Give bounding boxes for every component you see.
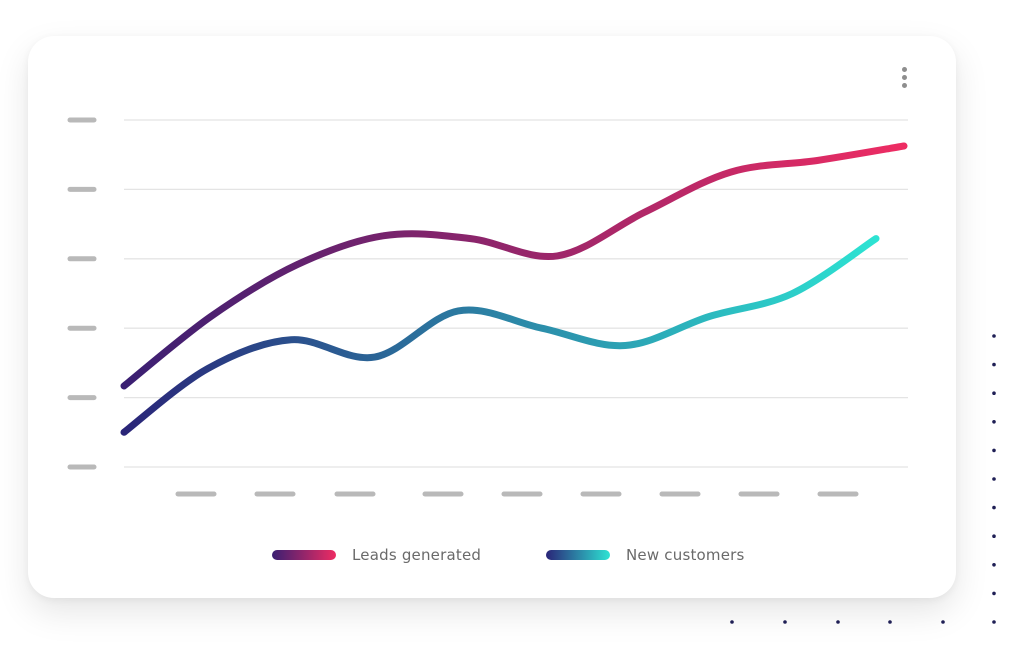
legend-swatch-customers bbox=[546, 550, 610, 560]
decor-dot bbox=[836, 620, 840, 624]
decor-dot bbox=[992, 563, 996, 567]
series-line-customers bbox=[120, 235, 880, 436]
decor-dot bbox=[992, 391, 996, 396]
decor-dot bbox=[888, 620, 892, 624]
series-line-leads bbox=[120, 142, 908, 390]
more-options-icon[interactable] bbox=[892, 60, 916, 94]
grid-lines bbox=[124, 119, 908, 468]
decor-dot bbox=[992, 477, 996, 481]
decor-dot bbox=[730, 620, 734, 624]
decor-dot bbox=[992, 334, 996, 338]
legend-swatch-leads bbox=[272, 550, 336, 560]
legend-label-leads: Leads generated bbox=[352, 546, 482, 564]
chart-card bbox=[28, 36, 956, 598]
series-lines bbox=[120, 142, 908, 436]
decor-dot bbox=[992, 420, 996, 424]
decor-dot bbox=[941, 620, 945, 624]
legend-label-customers: New customers bbox=[626, 546, 745, 564]
decor-dot bbox=[992, 620, 996, 624]
y-tick-placeholders bbox=[67, 117, 97, 470]
decor-dot bbox=[992, 505, 996, 510]
decor-dot bbox=[992, 362, 996, 367]
decor-dot bbox=[992, 591, 996, 596]
legend-item-customers: New customers bbox=[546, 546, 745, 564]
menu-dot bbox=[901, 74, 907, 80]
decor-dot bbox=[783, 620, 787, 624]
menu-dot bbox=[901, 82, 907, 88]
decor-dot bbox=[992, 448, 996, 453]
legend-item-leads: Leads generated bbox=[272, 546, 481, 564]
menu-dot bbox=[901, 66, 907, 72]
decor-dot bbox=[992, 534, 996, 538]
